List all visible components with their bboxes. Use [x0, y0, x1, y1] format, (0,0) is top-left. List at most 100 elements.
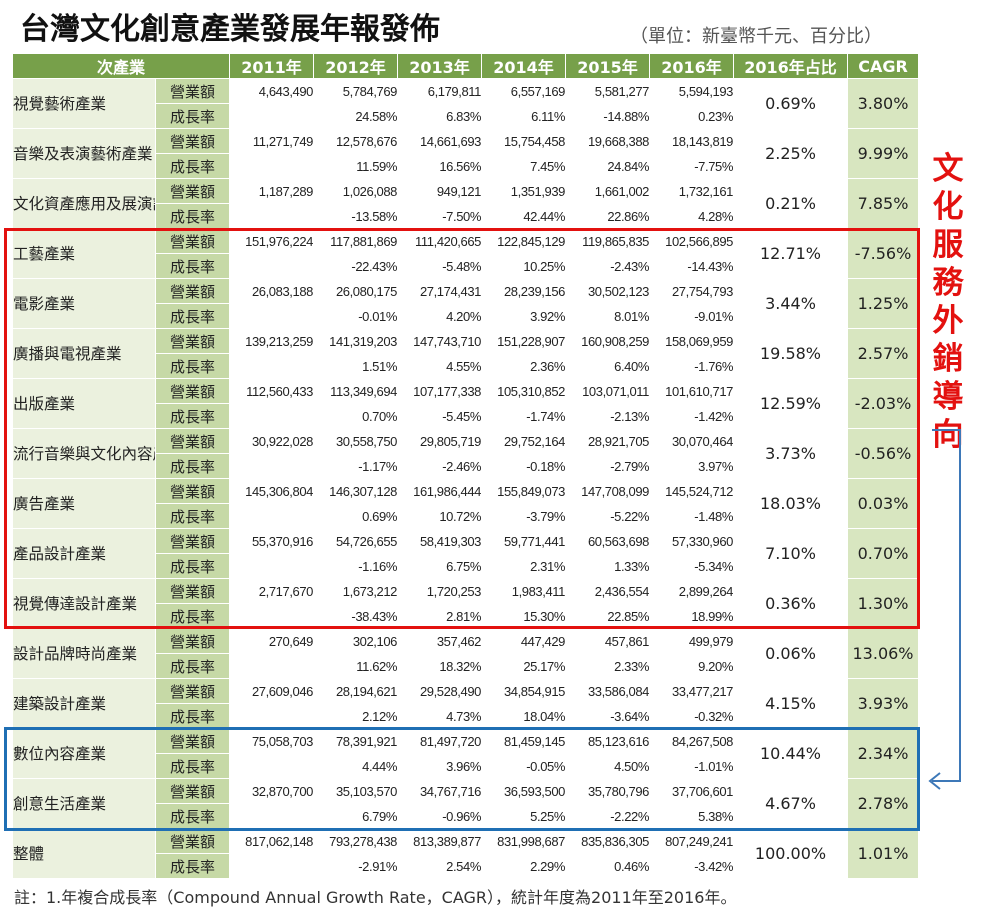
revenue-cell: 357,462 [397, 628, 483, 654]
side-label-char: 服 [932, 227, 964, 263]
revenue-cell: 5,594,193 [649, 78, 735, 104]
metric-revenue-label: 營業額 [154, 578, 231, 604]
industry-name: 產品設計產業 [12, 528, 156, 579]
metric-revenue-label: 營業額 [154, 378, 231, 404]
table-row: 流行音樂與文化內容產業營業額30,922,02830,558,75029,805… [12, 428, 920, 479]
header-2016: 2016年 [649, 53, 735, 79]
revenue-cell: 32,870,700 [229, 778, 315, 804]
revenue-cell: 499,979 [649, 628, 735, 654]
revenue-cell: 85,123,616 [565, 728, 651, 754]
header-2013: 2013年 [397, 53, 483, 79]
cagr-cell: -7.56% [847, 228, 920, 279]
revenue-cell: 160,908,259 [565, 328, 651, 354]
growth-cell [229, 753, 315, 779]
revenue-cell: 146,307,128 [313, 478, 399, 504]
growth-cell: 2.31% [481, 553, 567, 579]
share-cell: 4.67% [733, 778, 849, 829]
revenue-cell: 161,986,444 [397, 478, 483, 504]
table-row: 視覺傳達設計產業 營業額 2,717,670 1,673,212 1,720,253 1,… [12, 578, 920, 629]
growth-cell: 4.73% [397, 703, 483, 729]
revenue-cell: 36,593,500 [481, 778, 567, 804]
header-2015: 2015年 [565, 53, 651, 79]
growth-cell: 16.56% [397, 153, 483, 179]
table-row: 成長率 -0.01% 4.20% 3.92% 8.01% -9.01% [13, 303, 919, 329]
revenue-cell: 1,661,002 [565, 178, 651, 204]
revenue-cell: 4,643,490 [229, 78, 315, 104]
revenue-cell: 78,391,921 [313, 728, 399, 754]
growth-cell: -0.18% [481, 453, 567, 479]
growth-cell: -1.42% [649, 403, 735, 429]
growth-cell [229, 653, 315, 679]
growth-cell: 3.96% [397, 753, 483, 779]
growth-cell: 11.59% [313, 153, 399, 179]
industry-name: 建築設計產業 [12, 678, 156, 729]
metric-growth-label: 成長率 [154, 653, 231, 679]
growth-cell: 6.75% [397, 553, 483, 579]
revenue-cell: 35,103,570 [313, 778, 399, 804]
revenue-cell: 147,708,099 [565, 478, 651, 504]
revenue-cell: 29,752,164 [481, 428, 567, 454]
revenue-cell: 59,771,441 [481, 528, 567, 554]
table-row: 廣播與電視產業 營業額 139,213,259 141,319,203 147,743,… [12, 328, 920, 379]
table-row: 成長率 2.12% 4.73% 18.04% -3.64% -0.32% [13, 703, 919, 729]
growth-cell: -1.16% [313, 553, 399, 579]
cagr-cell: -2.03% [847, 378, 920, 429]
revenue-cell: 813,389,877 [397, 828, 483, 854]
growth-cell: -38.43% [313, 603, 399, 629]
revenue-cell: 27,174,431 [397, 278, 483, 304]
metric-growth-label: 成長率 [154, 603, 231, 629]
table-row: 成長率 4.44% 3.96% -0.05% 4.50% -1.01% [13, 753, 919, 779]
growth-cell: 5.38% [649, 803, 735, 829]
metric-growth-label: 成長率 [154, 503, 231, 529]
growth-cell: 18.04% [481, 703, 567, 729]
growth-cell: 9.20% [649, 653, 735, 679]
share-cell: 3.44% [733, 278, 849, 329]
metric-revenue-label: 營業額 [154, 178, 231, 204]
cagr-cell: 3.93% [847, 678, 920, 729]
metric-revenue-label: 營業額 [154, 228, 231, 254]
industry-name: 廣告產業 [12, 478, 156, 529]
revenue-cell: 26,080,175 [313, 278, 399, 304]
cagr-cell: -0.56% [847, 428, 920, 479]
industry-name: 視覺藝術產業 [12, 78, 156, 129]
table-row: 成長率 -2.91% 2.54% 2.29% 0.46% -3.42% [13, 853, 919, 879]
revenue-cell: 11,271,749 [229, 128, 315, 154]
industry-name: 音樂及表演藝術產業 [12, 128, 156, 179]
table-row: 電影產業 營業額 26,083,188 26,080,175 27,174,431 28,… [12, 278, 920, 329]
share-cell: 10.44% [733, 728, 849, 779]
growth-cell: 4.20% [397, 303, 483, 329]
share-cell: 7.10% [733, 528, 849, 579]
revenue-cell: 18,143,819 [649, 128, 735, 154]
revenue-cell: 35,780,796 [565, 778, 651, 804]
growth-cell: 7.45% [481, 153, 567, 179]
cagr-cell: 0.70% [847, 528, 920, 579]
revenue-cell: 19,668,388 [565, 128, 651, 154]
side-label-char: 導 [932, 379, 964, 415]
share-cell: 100.00% [733, 828, 849, 879]
share-cell: 19.58% [733, 328, 849, 379]
growth-cell: -5.22% [565, 503, 651, 529]
metric-revenue-label: 營業額 [154, 328, 231, 354]
metric-growth-label: 成長率 [154, 703, 231, 729]
revenue-cell: 1,351,939 [481, 178, 567, 204]
industry-name: 數位內容產業 [12, 728, 156, 779]
revenue-cell: 58,419,303 [397, 528, 483, 554]
share-cell: 12.59% [733, 378, 849, 429]
revenue-cell: 270,649 [229, 628, 315, 654]
growth-cell: 18.32% [397, 653, 483, 679]
revenue-cell: 1,732,161 [649, 178, 735, 204]
share-cell: 18.03% [733, 478, 849, 529]
cagr-cell: 1.30% [847, 578, 920, 629]
growth-cell: -0.96% [397, 803, 483, 829]
table-row: 成長率 -13.58% -7.50% 42.44% 22.86% 4.28% [13, 203, 919, 229]
table-row: 成長率 24.58% 6.83% 6.11% -14.88% 0.23% [13, 103, 919, 129]
metric-revenue-label: 營業額 [154, 128, 231, 154]
revenue-cell: 122,845,129 [481, 228, 567, 254]
revenue-cell: 34,767,716 [397, 778, 483, 804]
share-cell: 12.71% [733, 228, 849, 279]
industry-name: 出版產業 [12, 378, 156, 429]
growth-cell: -1.74% [481, 403, 567, 429]
growth-cell: 6.40% [565, 353, 651, 379]
growth-cell: 10.72% [397, 503, 483, 529]
growth-cell: 2.29% [481, 853, 567, 879]
